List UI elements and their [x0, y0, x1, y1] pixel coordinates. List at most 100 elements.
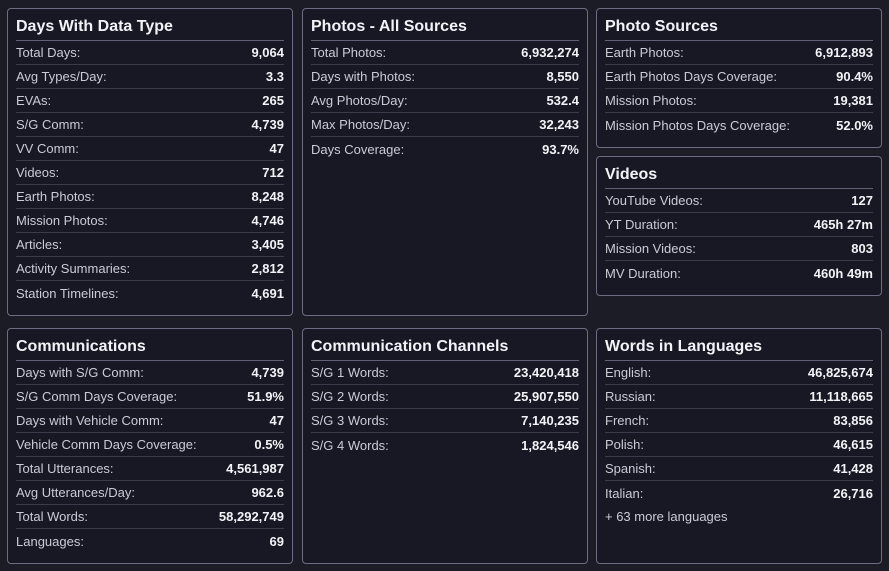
- stat-value: 7,140,235: [521, 413, 579, 428]
- stat-value: 712: [262, 165, 284, 180]
- stat-label: S/G 3 Words:: [311, 413, 389, 428]
- stat-label: Days with S/G Comm:: [16, 365, 144, 380]
- stat-row-french: French: 83,856: [605, 409, 873, 433]
- stat-row-total-utterances: Total Utterances: 4,561,987: [16, 457, 284, 481]
- stat-label: Earth Photos Days Coverage:: [605, 69, 777, 84]
- stat-row-languages: Languages: 69: [16, 529, 284, 553]
- stat-value: 532.4: [546, 93, 579, 108]
- stat-row-vv-comm: VV Comm: 47: [16, 137, 284, 161]
- stat-label: S/G Comm Days Coverage:: [16, 389, 178, 404]
- stats-list: S/G 1 Words: 23,420,418 S/G 2 Words: 25,90…: [311, 361, 579, 457]
- stat-value: 9,064: [251, 45, 284, 60]
- stat-label: Mission Photos:: [16, 213, 108, 228]
- stat-row-mission-photos: Mission Photos: 19,381: [605, 89, 873, 113]
- stat-label: Polish:: [605, 437, 645, 452]
- panel-videos: Videos YouTube Videos: 127 YT Duration: 46…: [596, 156, 882, 296]
- stat-label: S/G 4 Words:: [311, 437, 389, 453]
- stat-label: Mission Photos Days Coverage:: [605, 117, 790, 133]
- stat-label: S/G 2 Words:: [311, 389, 389, 404]
- stat-value: 4,561,987: [226, 461, 284, 476]
- panel-title: Words in Languages: [605, 337, 873, 361]
- stat-row-earth-photos: Earth Photos: 6,912,893: [605, 41, 873, 65]
- stats-list: Days with S/G Comm: 4,739 S/G Comm Days C…: [16, 361, 284, 553]
- stat-value: 46,825,674: [807, 365, 873, 380]
- stat-value: 69: [269, 533, 284, 549]
- stat-label: Italian:: [605, 485, 644, 501]
- stat-row-mv-duration: MV Duration: 460h 49m: [605, 261, 873, 285]
- stat-label: Days with Vehicle Comm:: [16, 413, 164, 428]
- stat-value: 83,856: [833, 413, 873, 428]
- stat-label: Total Days:: [16, 45, 81, 60]
- stat-label: Avg Photos/Day:: [311, 93, 408, 108]
- stat-label: Mission Videos:: [605, 241, 696, 256]
- stat-value: 8,248: [251, 189, 284, 204]
- stats-list: Total Photos: 6,932,274 Days with Photos:…: [311, 41, 579, 161]
- stats-list: Total Days: 9,064 Avg Types/Day: 3.3 EVAs:…: [16, 41, 284, 305]
- stat-label: MV Duration:: [605, 265, 681, 281]
- stat-label: Days Coverage:: [311, 141, 405, 157]
- stats-list: Earth Photos: 6,912,893 Earth Photos Days…: [605, 41, 873, 137]
- stat-label: Days with Photos:: [311, 69, 416, 84]
- stat-value: 1,824,546: [521, 437, 579, 453]
- stat-label: Articles:: [16, 237, 63, 252]
- more-languages-text: + 63 more languages: [605, 509, 728, 524]
- stat-row-spanish: Spanish: 41,428: [605, 457, 873, 481]
- stat-value: 4,691: [251, 285, 284, 301]
- stat-value: 90.4%: [836, 69, 873, 84]
- stat-row-sg1-words: S/G 1 Words: 23,420,418: [311, 361, 579, 385]
- stat-row-activity-summaries: Activity Summaries: 2,812: [16, 257, 284, 281]
- stat-value: 3.3: [265, 69, 284, 84]
- stat-value: 4,739: [251, 117, 284, 132]
- panel-title: Days With Data Type: [16, 17, 284, 41]
- stat-label: Russian:: [605, 389, 656, 404]
- stat-label: Avg Types/Day:: [16, 69, 107, 84]
- stat-label: YouTube Videos:: [605, 193, 703, 208]
- stat-value: 3,405: [251, 237, 284, 252]
- stat-value: 46,615: [833, 437, 873, 452]
- stat-value: 265: [262, 93, 284, 108]
- stat-value: 23,420,418: [513, 365, 579, 380]
- stat-label: Vehicle Comm Days Coverage:: [16, 437, 197, 452]
- stat-label: Videos:: [16, 165, 60, 180]
- stat-row-sg-comm: S/G Comm: 4,739: [16, 113, 284, 137]
- panel-title: Videos: [605, 165, 873, 189]
- stat-label: Total Photos:: [311, 45, 387, 60]
- stat-row-english: English: 46,825,674: [605, 361, 873, 385]
- stat-row-italian: Italian: 26,716: [605, 481, 873, 505]
- stat-row-total-days: Total Days: 9,064: [16, 41, 284, 65]
- stat-value: 41,428: [833, 461, 873, 476]
- stat-row-avg-photos: Avg Photos/Day: 532.4: [311, 89, 579, 113]
- stat-row-days-with-photos: Days with Photos: 8,550: [311, 65, 579, 89]
- stat-row-evas: EVAs: 265: [16, 89, 284, 113]
- stat-value: 2,812: [251, 261, 284, 276]
- stat-value: 6,912,893: [815, 45, 873, 60]
- stat-row-videos: Videos: 712: [16, 161, 284, 185]
- panel-title: Communications: [16, 337, 284, 361]
- stat-label: Total Words:: [16, 509, 89, 524]
- stat-label: Earth Photos:: [605, 45, 684, 60]
- stats-list: YouTube Videos: 127 YT Duration: 465h 27m …: [605, 189, 873, 285]
- panel-title: Communication Channels: [311, 337, 579, 361]
- stat-label: Max Photos/Day:: [311, 117, 410, 132]
- stat-label: S/G 1 Words:: [311, 365, 389, 380]
- stat-row-earth-photos: Earth Photos: 8,248: [16, 185, 284, 209]
- stat-row-articles: Articles: 3,405: [16, 233, 284, 257]
- stat-row-days-vehicle-comm: Days with Vehicle Comm: 47: [16, 409, 284, 433]
- panel-photos-all-sources: Photos - All Sources Total Photos: 6,932,…: [302, 8, 588, 316]
- stat-value: 19,381: [833, 93, 873, 108]
- stat-value: 6,932,274: [521, 45, 579, 60]
- stat-value: 25,907,550: [513, 389, 579, 404]
- stat-label: Station Timelines:: [16, 285, 119, 301]
- stat-row-polish: Polish: 46,615: [605, 433, 873, 457]
- stat-label: Earth Photos:: [16, 189, 95, 204]
- panel-words-in-languages: Words in Languages English: 46,825,674 Ru…: [596, 328, 882, 564]
- stat-label: English:: [605, 365, 652, 380]
- stat-label: French:: [605, 413, 650, 428]
- stat-label: YT Duration:: [605, 217, 678, 232]
- stat-row-sg2-words: S/G 2 Words: 25,907,550: [311, 385, 579, 409]
- stat-row-sg-comm-coverage: S/G Comm Days Coverage: 51.9%: [16, 385, 284, 409]
- stat-row-station-timelines: Station Timelines: 4,691: [16, 281, 284, 305]
- stat-value: 127: [851, 193, 873, 208]
- stat-row-mission-photos-coverage: Mission Photos Days Coverage: 52.0%: [605, 113, 873, 137]
- stat-value: 962.6: [251, 485, 284, 500]
